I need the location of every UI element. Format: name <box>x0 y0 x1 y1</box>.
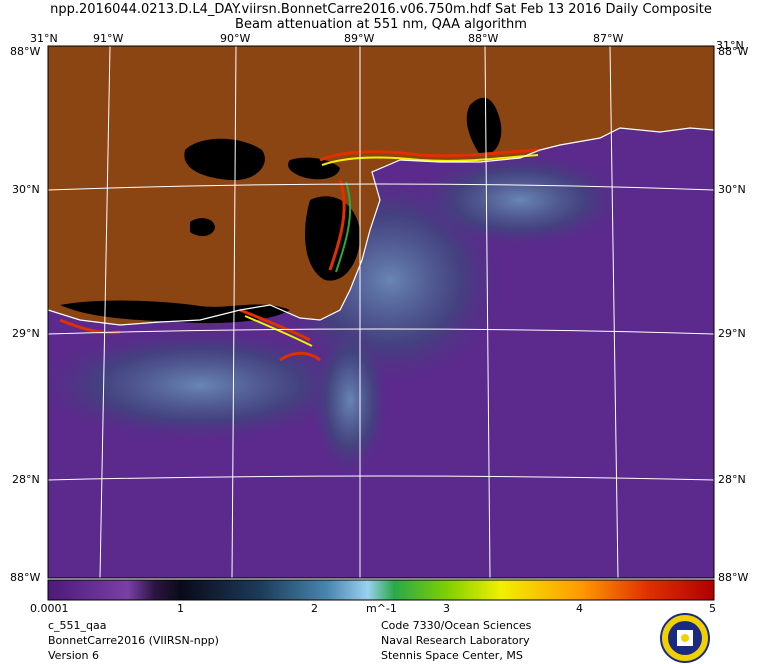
nrl-logo <box>660 613 710 663</box>
lon-label: 88°W <box>468 32 499 45</box>
graticule <box>48 46 714 578</box>
version-label: Version 6 <box>48 649 99 662</box>
high-turbidity-band <box>279 351 321 362</box>
corner-lon-bottom-right: 88°W <box>718 571 749 584</box>
delta-wetlands <box>305 196 361 281</box>
high-turbidity-band <box>335 181 352 273</box>
sound-plume <box>410 150 630 250</box>
high-turbidity-band <box>319 148 541 162</box>
org-name: Naval Research Laboratory <box>381 634 530 647</box>
lon-label: 91°W <box>93 32 124 45</box>
lat-label-right: 29°N <box>718 327 746 340</box>
lat-label-left: 30°N <box>12 183 40 196</box>
colorbar-tick: 3 <box>443 602 450 615</box>
image-subtitle: Beam attenuation at 551 nm, QAA algorith… <box>235 17 527 32</box>
colorbar-tick: 4 <box>576 602 583 615</box>
colorbar-units: m^-1 <box>366 602 397 615</box>
org-code: Code 7330/Ocean Sciences <box>381 619 532 632</box>
mobile-bay <box>466 97 502 156</box>
plume-tongue <box>310 320 390 480</box>
org-location: Stennis Space Center, MS <box>381 649 523 662</box>
colorbar-tick: 0.0001 <box>30 602 69 615</box>
lon-label: 90°W <box>220 32 251 45</box>
corner-lon-right: 88°W <box>718 45 749 58</box>
colorbar <box>47 579 715 601</box>
corner-lon-bottom-left: 88°W <box>10 571 41 584</box>
corner-label-top-right: 31°N <box>716 39 744 52</box>
lon-label: 87°W <box>593 32 624 45</box>
high-turbidity-band <box>328 179 346 271</box>
lake-maurepas <box>190 218 215 237</box>
lat-label-right: 28°N <box>718 473 746 486</box>
colorbar-tick: 5 <box>709 602 716 615</box>
lat-label-left: 29°N <box>12 327 40 340</box>
image-title: npp.2016044.0213.D.L4_DAY.viirsn.BonnetC… <box>50 2 712 17</box>
lat-label-left: 28°N <box>12 473 40 486</box>
land-mass <box>48 46 714 325</box>
corner-label-top-left: 31°N <box>30 32 58 45</box>
high-turbidity-band <box>239 308 311 342</box>
high-turbidity-band <box>321 154 539 166</box>
colorbar-tick: 2 <box>311 602 318 615</box>
corner-lon-left: 88°W <box>10 45 41 58</box>
map-frame <box>47 45 715 579</box>
colorbar-tick: 1 <box>177 602 184 615</box>
product-name: c_551_qaa <box>48 619 107 632</box>
lake-pontchartrain <box>184 138 265 181</box>
lon-label: 89°W <box>344 32 375 45</box>
lat-label-right: 30°N <box>718 183 746 196</box>
high-turbidity-band <box>244 315 313 347</box>
coastal-wetlands <box>60 300 290 324</box>
coastline <box>48 127 714 326</box>
region-sensor: BonnetCarre2016 (VIIRSN-npp) <box>48 634 219 647</box>
